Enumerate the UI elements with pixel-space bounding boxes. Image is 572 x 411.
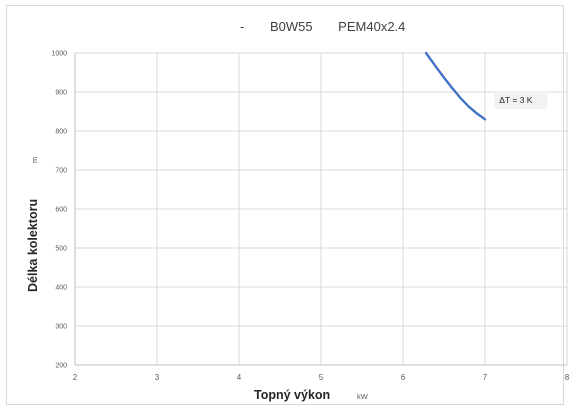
- x-axis-unit: kW: [357, 392, 369, 401]
- y-tick-label: 700: [55, 168, 67, 175]
- y-tick-label: 600: [55, 207, 67, 214]
- x-tick-label: 4: [237, 373, 242, 382]
- x-tick-label: 3: [155, 373, 160, 382]
- y-tick-label: 300: [55, 324, 67, 331]
- y-tick-label: 1000: [51, 51, 67, 58]
- x-tick-label: 8: [565, 373, 570, 382]
- x-tick-label: 5: [319, 373, 324, 382]
- x-tick-label: 7: [483, 373, 488, 382]
- y-tick-label: 200: [55, 363, 67, 370]
- x-tick-label: 6: [401, 373, 406, 382]
- chart-frame: [6, 5, 564, 405]
- annotation-box: [494, 90, 548, 109]
- y-tick-label: 900: [55, 90, 67, 97]
- annotation-label: ΔT = 3 K: [499, 95, 532, 105]
- y-tick-label: 500: [55, 246, 67, 253]
- x-tick-label: 2: [73, 373, 78, 382]
- y-axis-title: Délka kolektoru: [26, 199, 40, 292]
- series-line: [424, 51, 487, 121]
- chart-title: - B0W55 PEM40x2.4: [240, 19, 406, 34]
- y-tick-label: 400: [55, 285, 67, 292]
- y-tick-label: 800: [55, 129, 67, 136]
- y-axis-unit: m: [30, 157, 39, 163]
- x-axis-title: Topný výkon: [254, 388, 330, 402]
